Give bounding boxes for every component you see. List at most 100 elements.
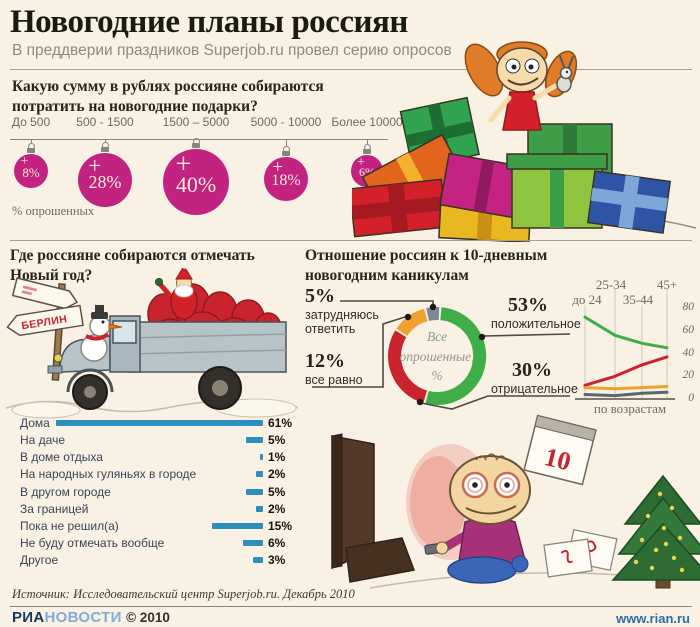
boy-figure bbox=[424, 453, 531, 584]
bar-row-label: Дома bbox=[20, 416, 50, 430]
age-y-tick: 0 bbox=[688, 392, 694, 404]
ornament-category-label: До 500 bbox=[11, 115, 51, 129]
ornament-value: 18% bbox=[271, 172, 301, 189]
source-note: Источник: Исследовательский центр Superj… bbox=[12, 587, 355, 601]
bar-row-value: 2% bbox=[268, 467, 286, 482]
boy-smile bbox=[465, 505, 517, 515]
donut-center-label: Все опрошенные, % bbox=[399, 329, 475, 384]
ornament-cap bbox=[282, 151, 290, 156]
santa-figure bbox=[155, 268, 198, 320]
boy-legs bbox=[447, 556, 517, 584]
ornament-value: 28% bbox=[88, 172, 122, 192]
bumper bbox=[47, 365, 63, 374]
boy-foot bbox=[511, 555, 529, 573]
ornament-category-label: 1500 – 5000 bbox=[162, 115, 230, 129]
sparkle-glyph: + bbox=[175, 148, 192, 180]
age-y-tick: 40 bbox=[682, 346, 695, 359]
sparkle-glyph: + bbox=[20, 153, 29, 169]
signpost: БЕРЛИН bbox=[6, 277, 84, 381]
age-line-chart bbox=[575, 288, 675, 400]
donut-slice-53 bbox=[425, 307, 487, 406]
ornament-ball: 40% bbox=[163, 149, 229, 215]
callout-undecided: 5% затрудняюсь ответить bbox=[305, 285, 379, 336]
bar-row-value: 2% bbox=[268, 501, 286, 516]
holidays-donut-chart bbox=[312, 300, 571, 410]
bar-row-value: 1% bbox=[268, 450, 286, 465]
bar-row-value: 5% bbox=[268, 484, 286, 499]
site-url: www.rian.ru bbox=[616, 611, 690, 626]
bar bbox=[252, 557, 263, 564]
tv-stand bbox=[345, 537, 416, 583]
age-line-все равно bbox=[583, 385, 669, 391]
footer-divider bbox=[10, 606, 692, 607]
ornament-cap bbox=[363, 149, 371, 154]
bar bbox=[259, 454, 263, 461]
girl-figure bbox=[464, 41, 578, 131]
spend-unit-note: % опрошенных bbox=[12, 204, 95, 218]
bar bbox=[55, 420, 263, 426]
section-divider bbox=[10, 240, 692, 241]
ornament-cap bbox=[101, 147, 109, 152]
truck-window bbox=[112, 320, 137, 344]
snowman-driver bbox=[80, 305, 123, 362]
age-tick-35-44: 35-44 bbox=[622, 292, 654, 307]
donut-dots bbox=[404, 303, 486, 406]
sign-blank bbox=[11, 277, 79, 310]
headlight bbox=[53, 353, 63, 363]
toy-bunny bbox=[556, 55, 574, 93]
boy-tv-illustration: 10 bbox=[331, 414, 700, 589]
ornament-ball: 8% bbox=[14, 154, 48, 188]
berlin-sign: БЕРЛИН bbox=[6, 304, 84, 337]
callout-negative: 30% отрицательное bbox=[491, 359, 578, 396]
ornament-category-label: 5000 - 10000 bbox=[250, 115, 322, 129]
celebrate-question: Где россияне собираются отмечать Новый г… bbox=[10, 247, 255, 284]
bar-row-value: 6% bbox=[268, 536, 286, 551]
girl-arm bbox=[532, 83, 558, 101]
bar-row-label: За границей bbox=[20, 501, 89, 516]
ornament-value: 8% bbox=[22, 164, 40, 180]
donut-slice-12 bbox=[396, 308, 428, 337]
age-line-отрицательное bbox=[583, 355, 669, 387]
bar-row-value: 3% bbox=[268, 553, 286, 568]
sparkle-glyph: + bbox=[357, 154, 365, 170]
truck-body bbox=[47, 315, 287, 410]
christmas-tree bbox=[611, 474, 700, 589]
bar-row-label: Другое bbox=[20, 553, 59, 568]
bar bbox=[256, 505, 263, 512]
boy-hand bbox=[435, 541, 449, 555]
age-tick-45plus: 45+ bbox=[656, 277, 678, 292]
snow-mound bbox=[11, 401, 81, 419]
bar bbox=[246, 488, 263, 495]
ornament-category-label: Более 10000 bbox=[331, 115, 403, 129]
tree-lights bbox=[633, 491, 685, 573]
age-y-tick: 20 bbox=[682, 369, 695, 382]
ornament-hanger bbox=[31, 140, 32, 143]
callout-indifferent: 12% все равно bbox=[305, 350, 363, 387]
gift-pile bbox=[352, 96, 672, 242]
ornament-hanger bbox=[105, 140, 106, 142]
donut-leader-lines bbox=[312, 300, 571, 410]
girl-smile bbox=[507, 77, 539, 86]
bar bbox=[246, 437, 263, 444]
bar-row-label: На даче bbox=[20, 433, 66, 448]
ornament-hanger bbox=[367, 140, 368, 144]
truck-illustration: БЕРЛИН bbox=[6, 268, 298, 419]
bar-row-label: Пока не решил(а) bbox=[20, 518, 119, 533]
bar-row-label: На народных гуляньях в городе bbox=[20, 467, 197, 482]
age-tick-under24: до 24 bbox=[572, 292, 602, 307]
bar-row-label: В доме отдыха bbox=[20, 450, 103, 465]
ornament-value: 40% bbox=[175, 172, 217, 197]
bar bbox=[212, 522, 263, 529]
calendar-page: 10 bbox=[523, 414, 597, 486]
girl-arm bbox=[488, 95, 512, 123]
donut-arcs bbox=[388, 306, 487, 406]
age-chart-note: по возрастам bbox=[593, 401, 667, 416]
donut-slice-5 bbox=[426, 306, 440, 321]
bar-row-label: Не буду отмечать вообще bbox=[20, 536, 165, 551]
age-tick-25-34: 25-34 bbox=[595, 277, 627, 292]
holidays-question: Отношение россиян к 10-дневным новогодни… bbox=[305, 247, 548, 284]
page-subtitle: В преддверии праздников Superjob.ru пров… bbox=[12, 42, 452, 59]
sparkle-glyph: + bbox=[272, 157, 284, 179]
bar-row-value: 5% bbox=[268, 433, 286, 448]
